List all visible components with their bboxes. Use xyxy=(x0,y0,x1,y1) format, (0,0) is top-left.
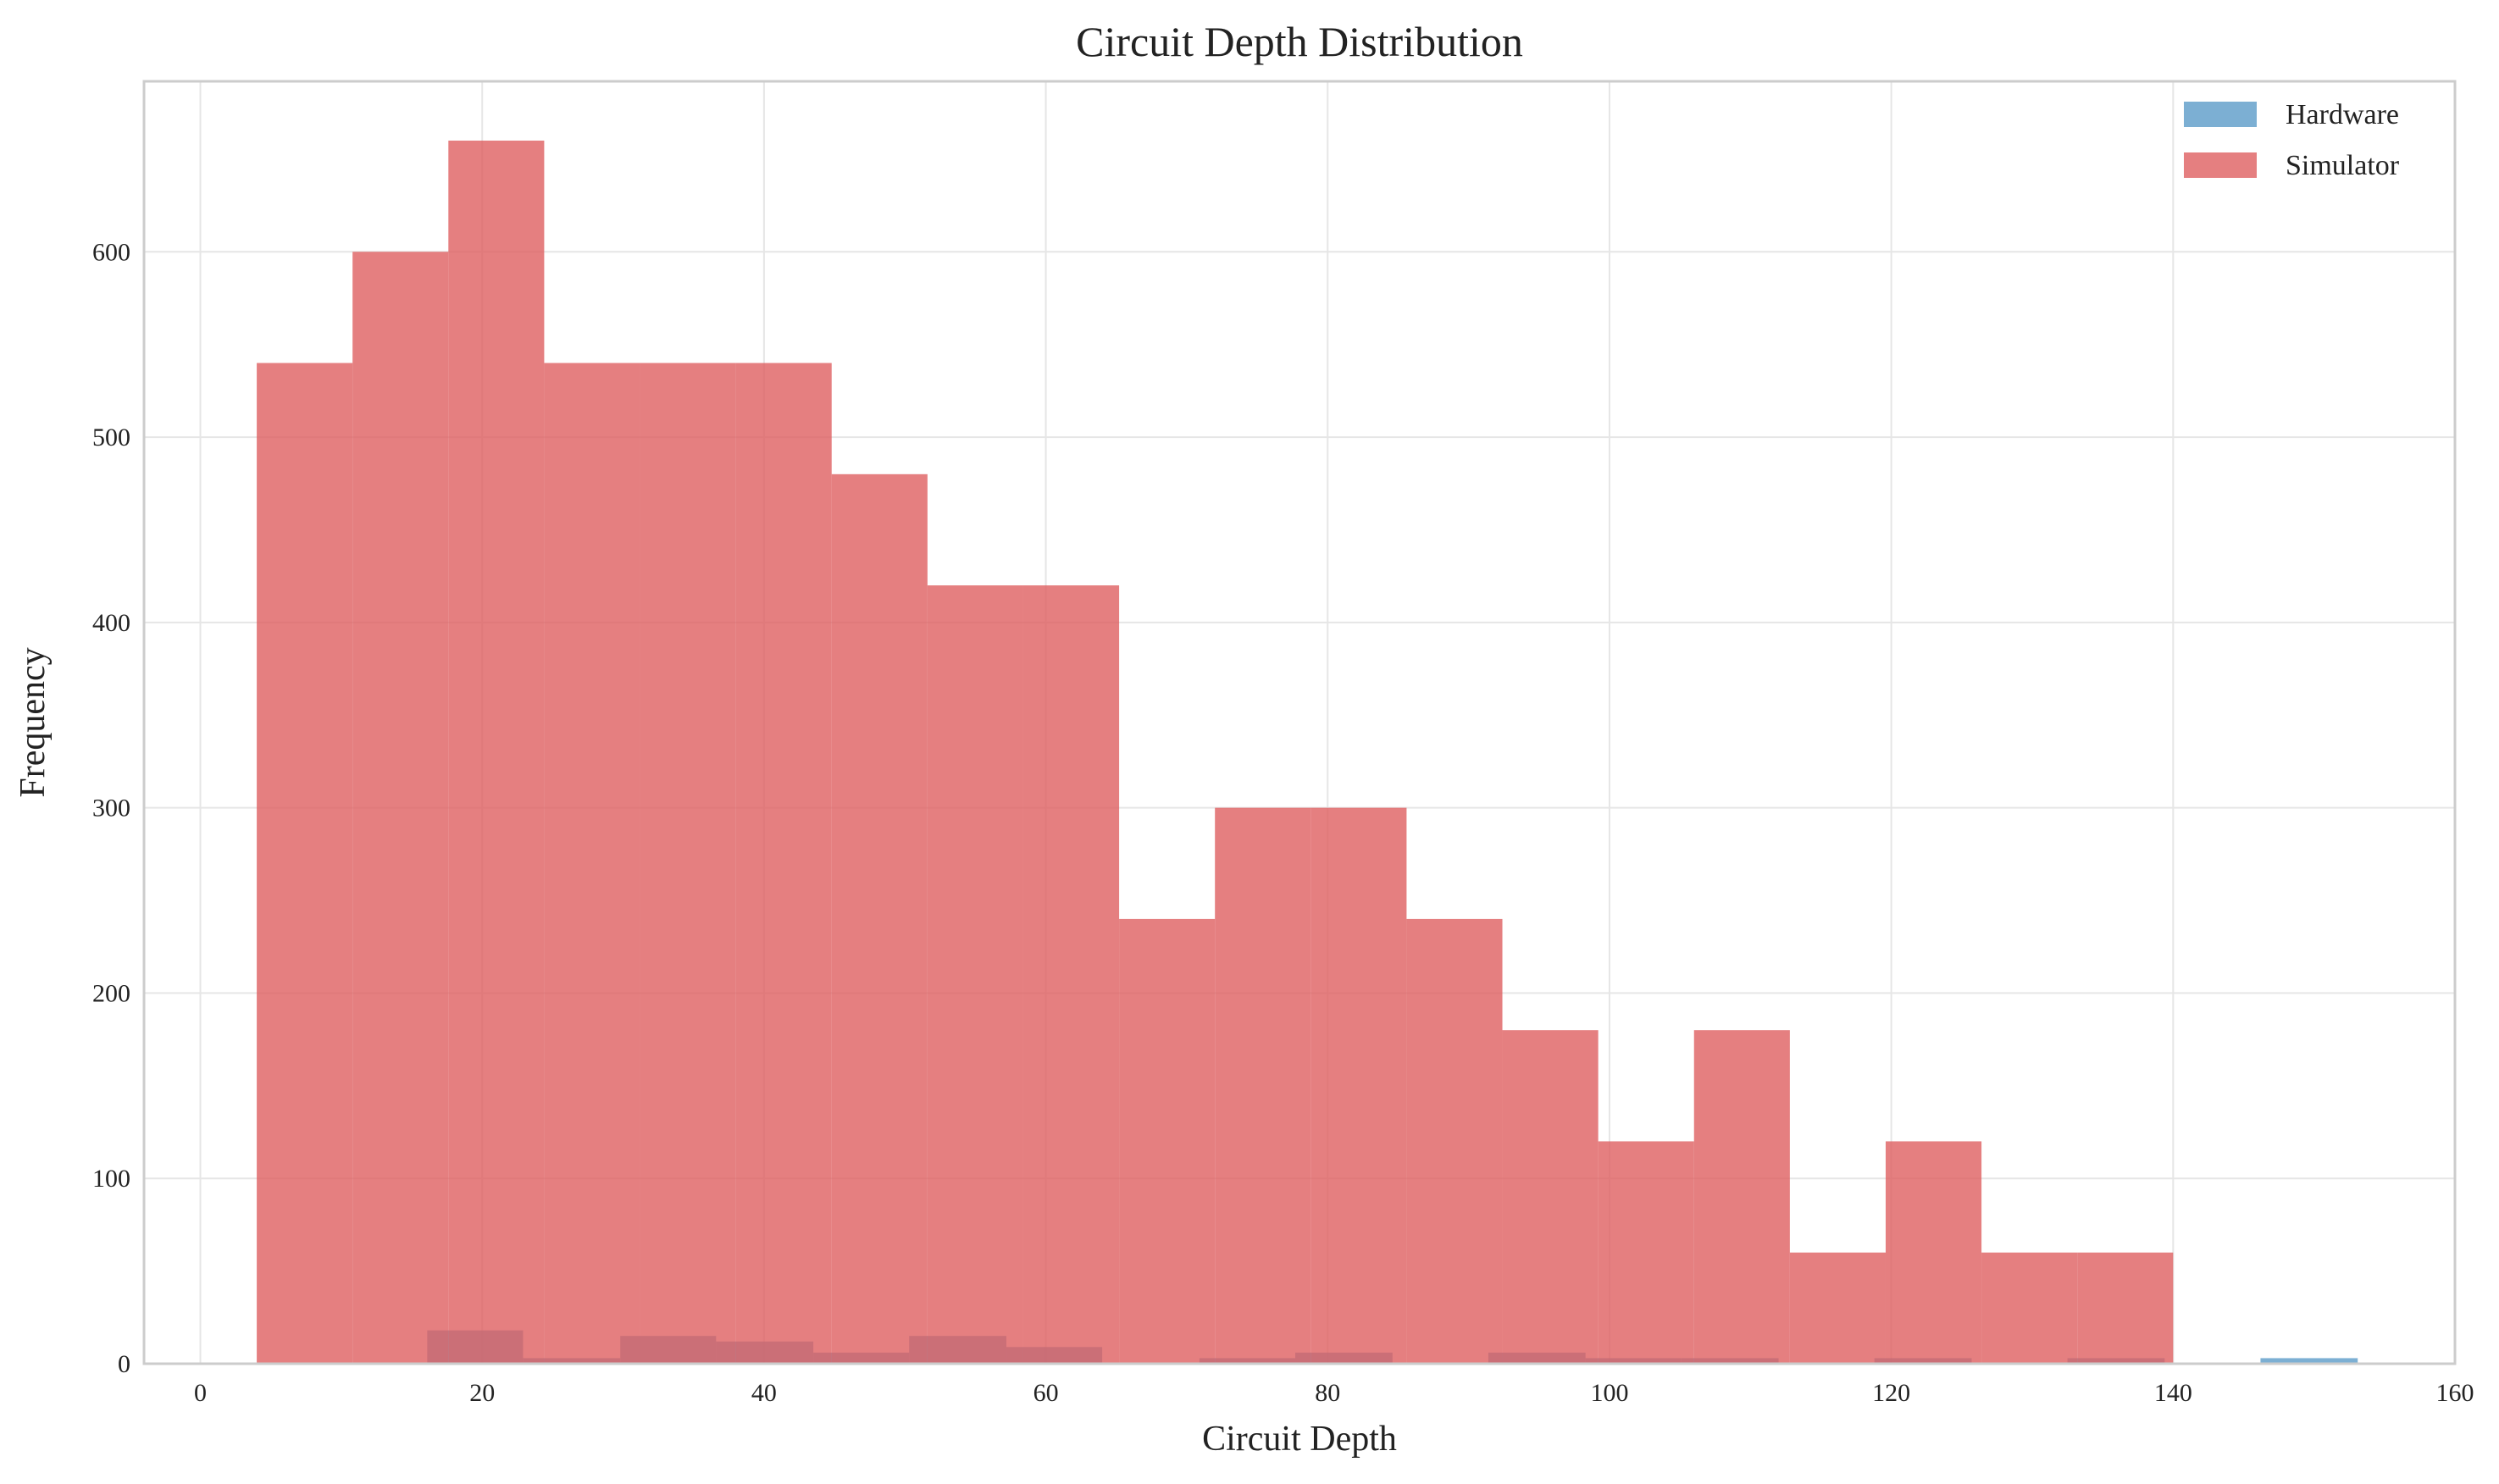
simulator-bar xyxy=(1598,1141,1694,1364)
x-tick-label: 140 xyxy=(2154,1379,2192,1407)
y-tick-label: 200 xyxy=(92,979,130,1007)
simulator-bar xyxy=(1502,1030,1599,1364)
x-tick-label: 20 xyxy=(469,1379,495,1407)
x-axis-title: Circuit Depth xyxy=(1202,1420,1397,1459)
simulator-bar xyxy=(735,363,832,1364)
y-tick-label: 300 xyxy=(92,795,130,822)
simulator-bar xyxy=(927,585,1023,1364)
simulator-bar xyxy=(1789,1252,1886,1364)
simulator-bar xyxy=(1693,1030,1790,1364)
x-tick-label: 40 xyxy=(751,1379,777,1407)
tick-labels: 0 20 40 60 80 100 120 140 160 0 100 200 300 400 500 600 xyxy=(92,238,2474,1407)
simulator-bar xyxy=(1981,1252,2078,1364)
y-axis-title: Frequency xyxy=(14,647,53,797)
simulator-bar xyxy=(1310,807,1407,1364)
y-tick-label: 0 xyxy=(118,1350,130,1378)
simulator-bar xyxy=(640,363,736,1364)
x-tick-label: 120 xyxy=(1872,1379,1910,1407)
y-tick-label: 100 xyxy=(92,1165,130,1193)
simulator-bar xyxy=(257,363,353,1364)
x-tick-label: 60 xyxy=(1033,1379,1059,1407)
simulator-bar xyxy=(1406,918,1503,1364)
simulator-bar xyxy=(2077,1252,2174,1364)
simulator-bar xyxy=(448,141,545,1364)
legend-item-simulator: Simulator xyxy=(2184,150,2400,181)
legend-label: Simulator xyxy=(2286,150,2400,181)
x-tick-label: 160 xyxy=(2436,1379,2474,1407)
legend: Hardware Simulator xyxy=(2184,99,2400,181)
legend-swatch xyxy=(2184,102,2257,127)
bars xyxy=(257,141,2358,1365)
y-tick-label: 400 xyxy=(92,609,130,637)
simulator-bar xyxy=(831,473,928,1364)
simulator-bar xyxy=(544,363,640,1364)
y-tick-label: 600 xyxy=(92,238,130,266)
legend-swatch xyxy=(2184,152,2257,178)
series-simulator xyxy=(257,141,2174,1365)
simulator-bar xyxy=(1119,918,1216,1364)
x-tick-label: 0 xyxy=(194,1379,207,1407)
x-tick-label: 80 xyxy=(1315,1379,1340,1407)
simulator-bar xyxy=(1885,1141,1982,1364)
legend-label: Hardware xyxy=(2286,99,2399,130)
simulator-bar xyxy=(1215,807,1311,1364)
legend-item-hardware: Hardware xyxy=(2184,99,2399,130)
plot-frame xyxy=(142,80,2457,1365)
hardware-bar xyxy=(2260,1358,2358,1364)
y-tick-label: 500 xyxy=(92,424,130,451)
x-tick-label: 100 xyxy=(1590,1379,1628,1407)
chart-title: Circuit Depth Distribution xyxy=(1076,18,1523,65)
simulator-bar xyxy=(352,252,449,1365)
simulator-bar xyxy=(1022,585,1120,1364)
